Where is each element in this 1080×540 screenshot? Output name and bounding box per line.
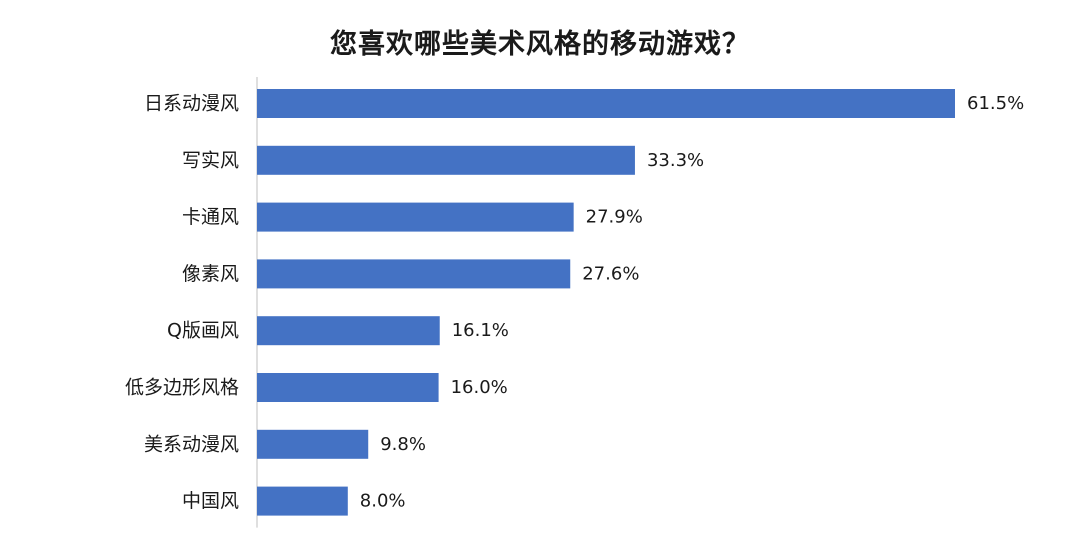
- bar-2: [257, 202, 574, 232]
- category-label: 像素风: [182, 263, 239, 285]
- value-label: 9.8%: [380, 434, 426, 455]
- bar-5: [257, 373, 439, 402]
- value-label: 16.0%: [451, 377, 508, 398]
- category-label: Q版画风: [167, 320, 239, 342]
- category-label: 中国风: [182, 490, 239, 512]
- category-label: 写实风: [182, 149, 239, 171]
- category-label: 卡通风: [182, 206, 239, 228]
- bars-group: 日系动漫风 61.5% 写实风 33.3% 卡通风 27.9% 像素风 27.6% Q版画风 16…: [125, 89, 1024, 516]
- bar-4: [257, 316, 440, 346]
- bar-1: [257, 145, 635, 175]
- value-label: 8.0%: [360, 491, 406, 512]
- category-label: 低多边形风格: [125, 377, 239, 399]
- category-label: 日系动漫风: [144, 93, 239, 115]
- value-label: 27.6%: [582, 263, 639, 284]
- value-label: 16.1%: [452, 320, 509, 341]
- value-label: 61.5%: [967, 93, 1024, 114]
- bar-7: [257, 486, 348, 516]
- bar-0: [257, 89, 955, 118]
- value-label: 33.3%: [647, 150, 704, 171]
- category-label: 美系动漫风: [144, 433, 239, 455]
- bar-6: [257, 429, 369, 459]
- bar-3: [257, 259, 571, 289]
- value-label: 27.9%: [586, 207, 643, 228]
- chart-title: 您喜欢哪些美术风格的移动游戏？: [330, 29, 750, 60]
